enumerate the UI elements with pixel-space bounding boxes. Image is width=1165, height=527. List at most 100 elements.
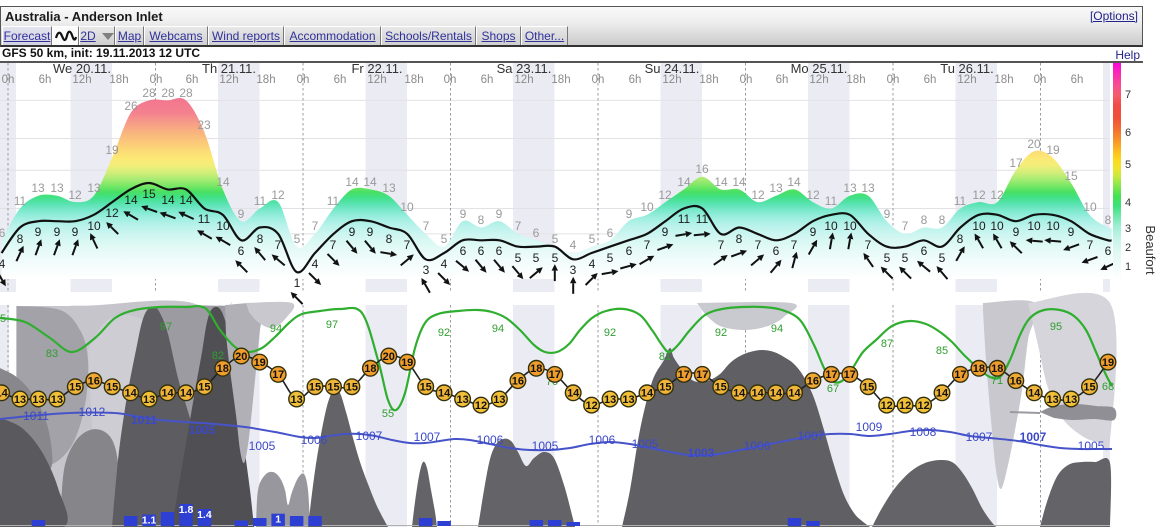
svg-text:14: 14 <box>936 388 949 400</box>
svg-text:17: 17 <box>954 369 966 381</box>
svg-text:12: 12 <box>917 400 929 412</box>
svg-text:1011: 1011 <box>131 413 157 427</box>
svg-text:14: 14 <box>567 388 580 400</box>
svg-text:15: 15 <box>1064 169 1078 183</box>
svg-text:11: 11 <box>678 212 691 226</box>
svg-text:6: 6 <box>626 244 633 258</box>
svg-text:10: 10 <box>824 219 838 233</box>
svg-text:4: 4 <box>312 257 319 271</box>
svg-text:94: 94 <box>270 323 282 335</box>
svg-text:7: 7 <box>423 219 430 233</box>
svg-text:13: 13 <box>622 394 634 406</box>
svg-text:9: 9 <box>349 225 356 239</box>
svg-text:95: 95 <box>0 313 6 325</box>
svg-text:1007: 1007 <box>414 430 441 444</box>
svg-text:13: 13 <box>456 394 468 406</box>
svg-text:8: 8 <box>386 232 393 246</box>
svg-text:7: 7 <box>902 219 909 233</box>
svg-text:9: 9 <box>496 207 503 221</box>
svg-text:17: 17 <box>678 369 690 381</box>
svg-text:0h: 0h <box>297 74 310 86</box>
svg-text:83: 83 <box>46 348 58 360</box>
svg-text:95: 95 <box>1050 321 1062 333</box>
svg-text:0h: 0h <box>444 74 457 86</box>
svg-text:6: 6 <box>496 244 503 258</box>
svg-text:6: 6 <box>1105 244 1112 258</box>
svg-text:14: 14 <box>1028 388 1041 400</box>
svg-text:6h: 6h <box>776 74 789 86</box>
svg-text:10: 10 <box>87 219 101 233</box>
svg-text:5: 5 <box>515 251 522 265</box>
svg-text:16: 16 <box>512 375 524 387</box>
svg-text:1006: 1006 <box>589 433 616 447</box>
svg-text:11: 11 <box>14 194 27 208</box>
svg-text:8: 8 <box>939 213 946 227</box>
svg-text:20: 20 <box>235 351 247 363</box>
svg-text:4: 4 <box>570 238 577 252</box>
svg-text:10: 10 <box>400 200 414 214</box>
svg-text:12: 12 <box>881 400 893 412</box>
svg-text:1006: 1006 <box>477 433 504 447</box>
svg-text:14: 14 <box>363 175 377 189</box>
svg-text:94: 94 <box>492 323 504 335</box>
svg-text:6h: 6h <box>334 74 347 86</box>
svg-text:13: 13 <box>493 394 505 406</box>
svg-text:8: 8 <box>736 232 743 246</box>
svg-text:1007: 1007 <box>798 429 825 443</box>
svg-text:71: 71 <box>991 375 1003 387</box>
svg-text:1005: 1005 <box>632 437 659 451</box>
svg-text:6: 6 <box>238 244 245 258</box>
svg-text:16: 16 <box>1010 375 1022 387</box>
svg-text:6h: 6h <box>629 74 642 86</box>
svg-text:15: 15 <box>346 382 358 394</box>
svg-text:8: 8 <box>478 213 485 227</box>
svg-text:6: 6 <box>533 226 540 240</box>
svg-text:5: 5 <box>552 251 559 265</box>
svg-text:4: 4 <box>589 257 596 271</box>
svg-text:28: 28 <box>142 86 156 100</box>
svg-text:19: 19 <box>1102 357 1114 369</box>
svg-text:17: 17 <box>549 369 561 381</box>
svg-text:9: 9 <box>810 225 817 239</box>
svg-text:28: 28 <box>179 86 193 100</box>
svg-text:0h: 0h <box>150 74 163 86</box>
svg-text:92: 92 <box>715 327 727 339</box>
svg-text:15: 15 <box>327 382 339 394</box>
svg-text:14: 14 <box>641 388 654 400</box>
svg-text:1.1: 1.1 <box>142 515 157 527</box>
svg-text:14: 14 <box>179 193 193 207</box>
svg-text:97: 97 <box>326 319 338 331</box>
svg-text:68: 68 <box>1102 381 1114 393</box>
svg-text:12: 12 <box>585 400 597 412</box>
svg-text:12h: 12h <box>72 74 91 86</box>
svg-text:Th 21.11.: Th 21.11. <box>202 61 256 76</box>
svg-text:14: 14 <box>124 193 138 207</box>
svg-text:20: 20 <box>1027 137 1041 151</box>
svg-text:5: 5 <box>533 251 540 265</box>
svg-text:7: 7 <box>644 238 651 252</box>
svg-text:8: 8 <box>921 213 928 227</box>
svg-text:13: 13 <box>31 181 45 195</box>
svg-text:5: 5 <box>884 251 891 265</box>
svg-text:4: 4 <box>1125 197 1131 209</box>
svg-text:5: 5 <box>441 232 448 246</box>
svg-text:16: 16 <box>88 375 100 387</box>
svg-text:1.8: 1.8 <box>179 504 194 516</box>
svg-text:13: 13 <box>1065 394 1077 406</box>
svg-text:18h: 18h <box>551 74 570 86</box>
svg-text:12: 12 <box>751 188 765 202</box>
svg-text:12: 12 <box>899 400 911 412</box>
svg-text:2: 2 <box>1125 242 1131 254</box>
svg-text:12: 12 <box>658 188 672 202</box>
svg-text:14: 14 <box>751 388 764 400</box>
svg-text:18: 18 <box>991 363 1003 375</box>
svg-text:23: 23 <box>197 118 211 132</box>
svg-text:13: 13 <box>143 394 155 406</box>
svg-text:5: 5 <box>294 232 301 246</box>
svg-text:9: 9 <box>238 207 245 221</box>
svg-text:14: 14 <box>770 388 783 400</box>
svg-text:12: 12 <box>271 188 285 202</box>
svg-text:17: 17 <box>825 369 837 381</box>
svg-text:67: 67 <box>827 383 839 395</box>
svg-text:4: 4 <box>0 257 6 271</box>
